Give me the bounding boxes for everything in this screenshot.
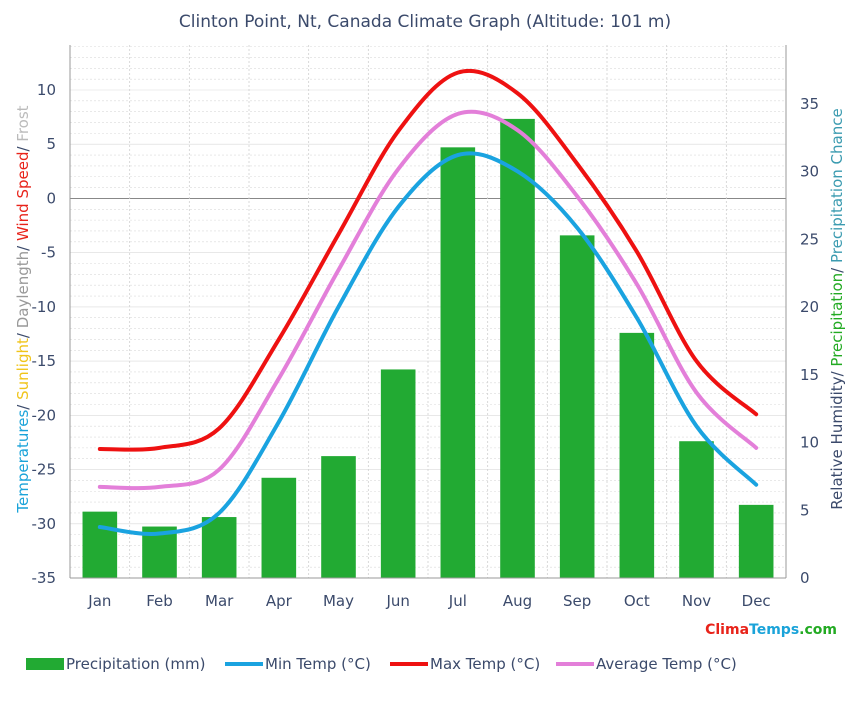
left-tick-label: -35	[32, 569, 57, 587]
left-tick-label: -30	[32, 515, 57, 533]
left-tick-label: -25	[32, 461, 57, 479]
legend-label: Average Temp (°C)	[596, 655, 737, 673]
max-temp-c-line	[97, 68, 759, 452]
axis-title-part: /	[14, 241, 32, 251]
axis-title-part: /	[14, 142, 32, 152]
axis-title-text: Relative Humidity/ Precipitation/ Precip…	[828, 108, 846, 509]
x-tick-label: Jun	[385, 592, 409, 610]
axis-title-part: Wind Speed	[14, 152, 32, 242]
x-tick-label: Mar	[205, 592, 234, 610]
right-tick-label: 5	[800, 501, 810, 519]
axis-title-text: Temperatures/ Sunlight/ Daylength/ Wind …	[14, 105, 32, 513]
precipitation-bar	[82, 511, 118, 578]
legend: Precipitation (mm) Min Temp (°C) Max Temp …	[26, 655, 737, 673]
axis-title-part: /	[828, 263, 846, 273]
brand-logo: ClimaTemps.com	[705, 622, 837, 638]
precipitation-bar	[321, 456, 356, 578]
x-tick-label: Sep	[563, 592, 591, 610]
axis-title-part: Temperatures	[14, 410, 32, 514]
x-tick-label: Apr	[266, 592, 293, 610]
chart-title: Clinton Point, Nt, Canada Climate Graph …	[179, 12, 671, 32]
precipitation-bar	[679, 441, 714, 578]
legend-label: Max Temp (°C)	[430, 655, 540, 673]
axis-title-part: Daylength	[14, 251, 32, 328]
left-tick-label: -10	[32, 298, 57, 316]
precipitation-bar	[559, 235, 595, 578]
axis-title-part: /	[14, 400, 32, 410]
axes: -35 -30 -25 -20 -15 -10 -5 0 5 10 0 5 10 15 20 25 30 35 Ja…	[32, 45, 819, 610]
x-tick-label: Oct	[624, 592, 650, 610]
precipitation-bars	[82, 118, 774, 578]
average-temp-c-line	[97, 109, 759, 491]
right-tick-label: 25	[800, 230, 819, 248]
right-tick-label: 20	[800, 298, 819, 316]
x-tick-label: Jan	[87, 592, 111, 610]
legend-label: Min Temp (°C)	[265, 655, 371, 673]
precipitation-bar	[261, 477, 297, 578]
x-tick-label: Aug	[503, 592, 532, 610]
axis-title-part: Frost	[14, 105, 32, 141]
right-tick-label: 35	[800, 95, 819, 113]
axis-title-part: Relative Humidity	[828, 376, 846, 509]
axis-title-part: /	[14, 328, 32, 338]
axis-title-part: Precipitation	[828, 273, 846, 367]
left-axis-label: Temperatures/ Sunlight/ Daylength/ Wind …	[14, 105, 32, 513]
min-temp-c-line	[97, 151, 759, 536]
grid	[69, 45, 787, 579]
x-tick-label: Feb	[146, 592, 173, 610]
left-tick-label: 5	[46, 135, 56, 153]
precipitation-bar	[440, 147, 476, 578]
left-tick-label: -15	[32, 352, 57, 370]
x-tick-label: Dec	[742, 592, 771, 610]
axis-title-part: Sunlight	[14, 338, 32, 400]
temperature-lines	[97, 68, 759, 536]
precipitation-bar	[619, 332, 655, 578]
precipitation-bar	[201, 517, 237, 578]
right-tick-label: 15	[800, 366, 819, 384]
axis-title-part: /	[828, 367, 846, 377]
x-tick-label: Nov	[682, 592, 711, 610]
right-axis-label: Relative Humidity/ Precipitation/ Precip…	[828, 108, 846, 509]
left-tick-label: 10	[37, 81, 56, 99]
legend-swatch-bar	[26, 658, 64, 670]
right-tick-label: 10	[800, 434, 819, 452]
right-tick-label: 30	[800, 163, 819, 181]
precipitation-bar	[500, 118, 535, 578]
right-tick-label: 0	[800, 569, 810, 587]
left-tick-label: 0	[46, 189, 56, 207]
precipitation-bar	[380, 369, 416, 578]
x-tick-label: May	[323, 592, 354, 610]
legend-label: Precipitation (mm)	[66, 655, 205, 673]
axis-title-part: Precipitation Chance	[828, 108, 846, 263]
left-tick-label: -20	[32, 406, 57, 424]
x-tick-label: Jul	[448, 592, 467, 610]
left-tick-label: -5	[41, 244, 56, 262]
precipitation-bar	[738, 504, 774, 578]
